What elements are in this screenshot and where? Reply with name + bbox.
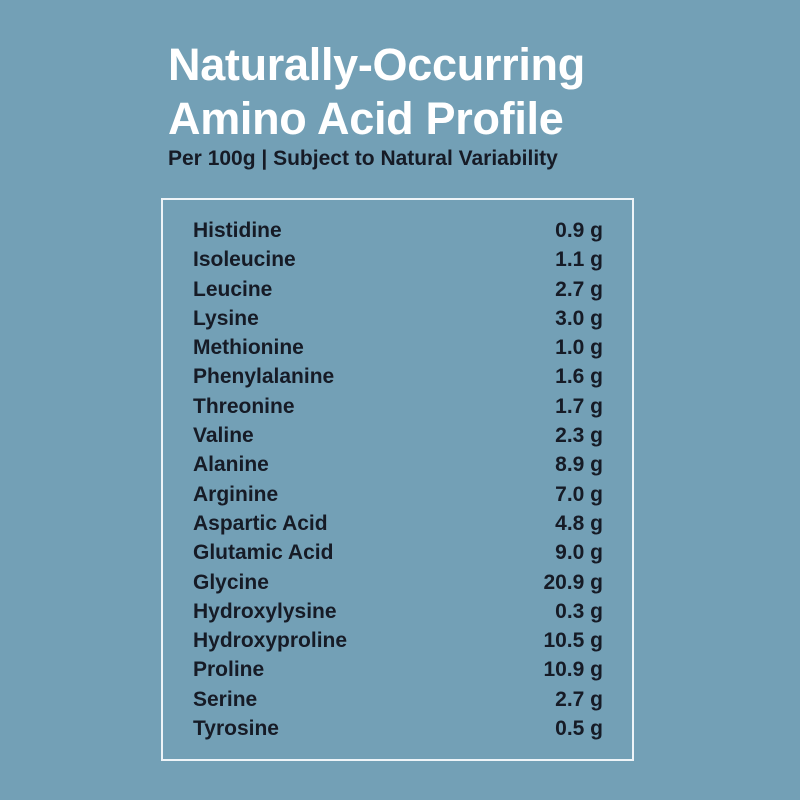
amino-acid-name: Lysine — [193, 306, 259, 330]
amino-acid-value: 8.9 g — [555, 453, 603, 477]
amino-acid-value: 10.9 g — [543, 658, 603, 682]
amino-acid-name: Arginine — [193, 482, 279, 506]
amino-acid-value: 1.6 g — [555, 365, 603, 389]
amino-acid-table: Histidine 0.9 g Isoleucine 1.1 g Leucine 2.7 … — [161, 198, 634, 761]
title-line-1: Naturally-Occurring — [168, 39, 585, 90]
amino-acid-value: 1.1 g — [555, 248, 603, 272]
table-row: Phenylalanine 1.6 g — [193, 362, 603, 391]
table-row: Valine 2.3 g — [193, 421, 603, 450]
amino-acid-name: Valine — [193, 424, 254, 448]
amino-acid-name: Proline — [193, 658, 265, 682]
amino-acid-name: Serine — [193, 687, 258, 711]
amino-acid-value: 0.5 g — [555, 717, 603, 741]
amino-acid-name: Hydroxylysine — [193, 599, 337, 623]
amino-acid-value: 0.9 g — [555, 219, 603, 242]
table-row: Glycine 20.9 g — [193, 568, 603, 597]
amino-acid-name: Glycine — [193, 570, 269, 594]
amino-acid-name: Isoleucine — [193, 248, 296, 272]
page-title: Naturally-Occurring Amino Acid Profile — [168, 38, 688, 146]
table-row: Serine 2.7 g — [193, 685, 603, 714]
table-row: Leucine 2.7 g — [193, 275, 603, 304]
amino-acid-name: Alanine — [193, 453, 269, 477]
table-row: Tyrosine 0.5 g — [193, 714, 603, 743]
amino-acid-value: 1.7 g — [555, 394, 603, 418]
table-row: Proline 10.9 g — [193, 655, 603, 684]
amino-acid-value: 20.9 g — [543, 570, 603, 594]
table-row: Isoleucine 1.1 g — [193, 245, 603, 274]
amino-acid-name: Glutamic Acid — [193, 541, 334, 565]
amino-acid-value: 9.0 g — [555, 541, 603, 565]
table-row: Alanine 8.9 g — [193, 450, 603, 479]
amino-acid-value: 4.8 g — [555, 511, 603, 535]
table-row: Hydroxylysine 0.3 g — [193, 597, 603, 626]
table-row: Aspartic Acid 4.8 g — [193, 509, 603, 538]
amino-acid-name: Threonine — [193, 394, 295, 418]
table-row: Histidine 0.9 g — [193, 216, 603, 245]
amino-acid-name: Tyrosine — [193, 717, 279, 741]
amino-acid-name: Hydroxyproline — [193, 629, 348, 653]
title-line-2: Amino Acid Profile — [168, 93, 564, 144]
table-row: Lysine 3.0 g — [193, 304, 603, 333]
table-row: Threonine 1.7 g — [193, 392, 603, 421]
table-row: Glutamic Acid 9.0 g — [193, 538, 603, 567]
amino-acid-value: 3.0 g — [555, 306, 603, 330]
table-row: Arginine 7.0 g — [193, 480, 603, 509]
table-row: Methionine 1.0 g — [193, 333, 603, 362]
amino-acid-name: Leucine — [193, 277, 273, 301]
amino-acid-name: Methionine — [193, 336, 304, 360]
amino-acid-name: Phenylalanine — [193, 365, 335, 389]
amino-acid-rows: Histidine 0.9 g Isoleucine 1.1 g Leucine 2.7 … — [193, 216, 603, 743]
amino-acid-value: 2.7 g — [555, 687, 603, 711]
amino-acid-value: 2.7 g — [555, 277, 603, 301]
amino-acid-value: 7.0 g — [555, 482, 603, 506]
amino-acid-name: Aspartic Acid — [193, 511, 328, 535]
amino-acid-value: 2.3 g — [555, 424, 603, 448]
table-row: Hydroxyproline 10.5 g — [193, 626, 603, 655]
subtitle: Per 100g | Subject to Natural Variabilit… — [168, 147, 558, 170]
amino-acid-value: 10.5 g — [543, 629, 603, 653]
amino-acid-name: Histidine — [193, 219, 282, 242]
amino-acid-value: 0.3 g — [555, 599, 603, 623]
amino-acid-value: 1.0 g — [555, 336, 603, 360]
